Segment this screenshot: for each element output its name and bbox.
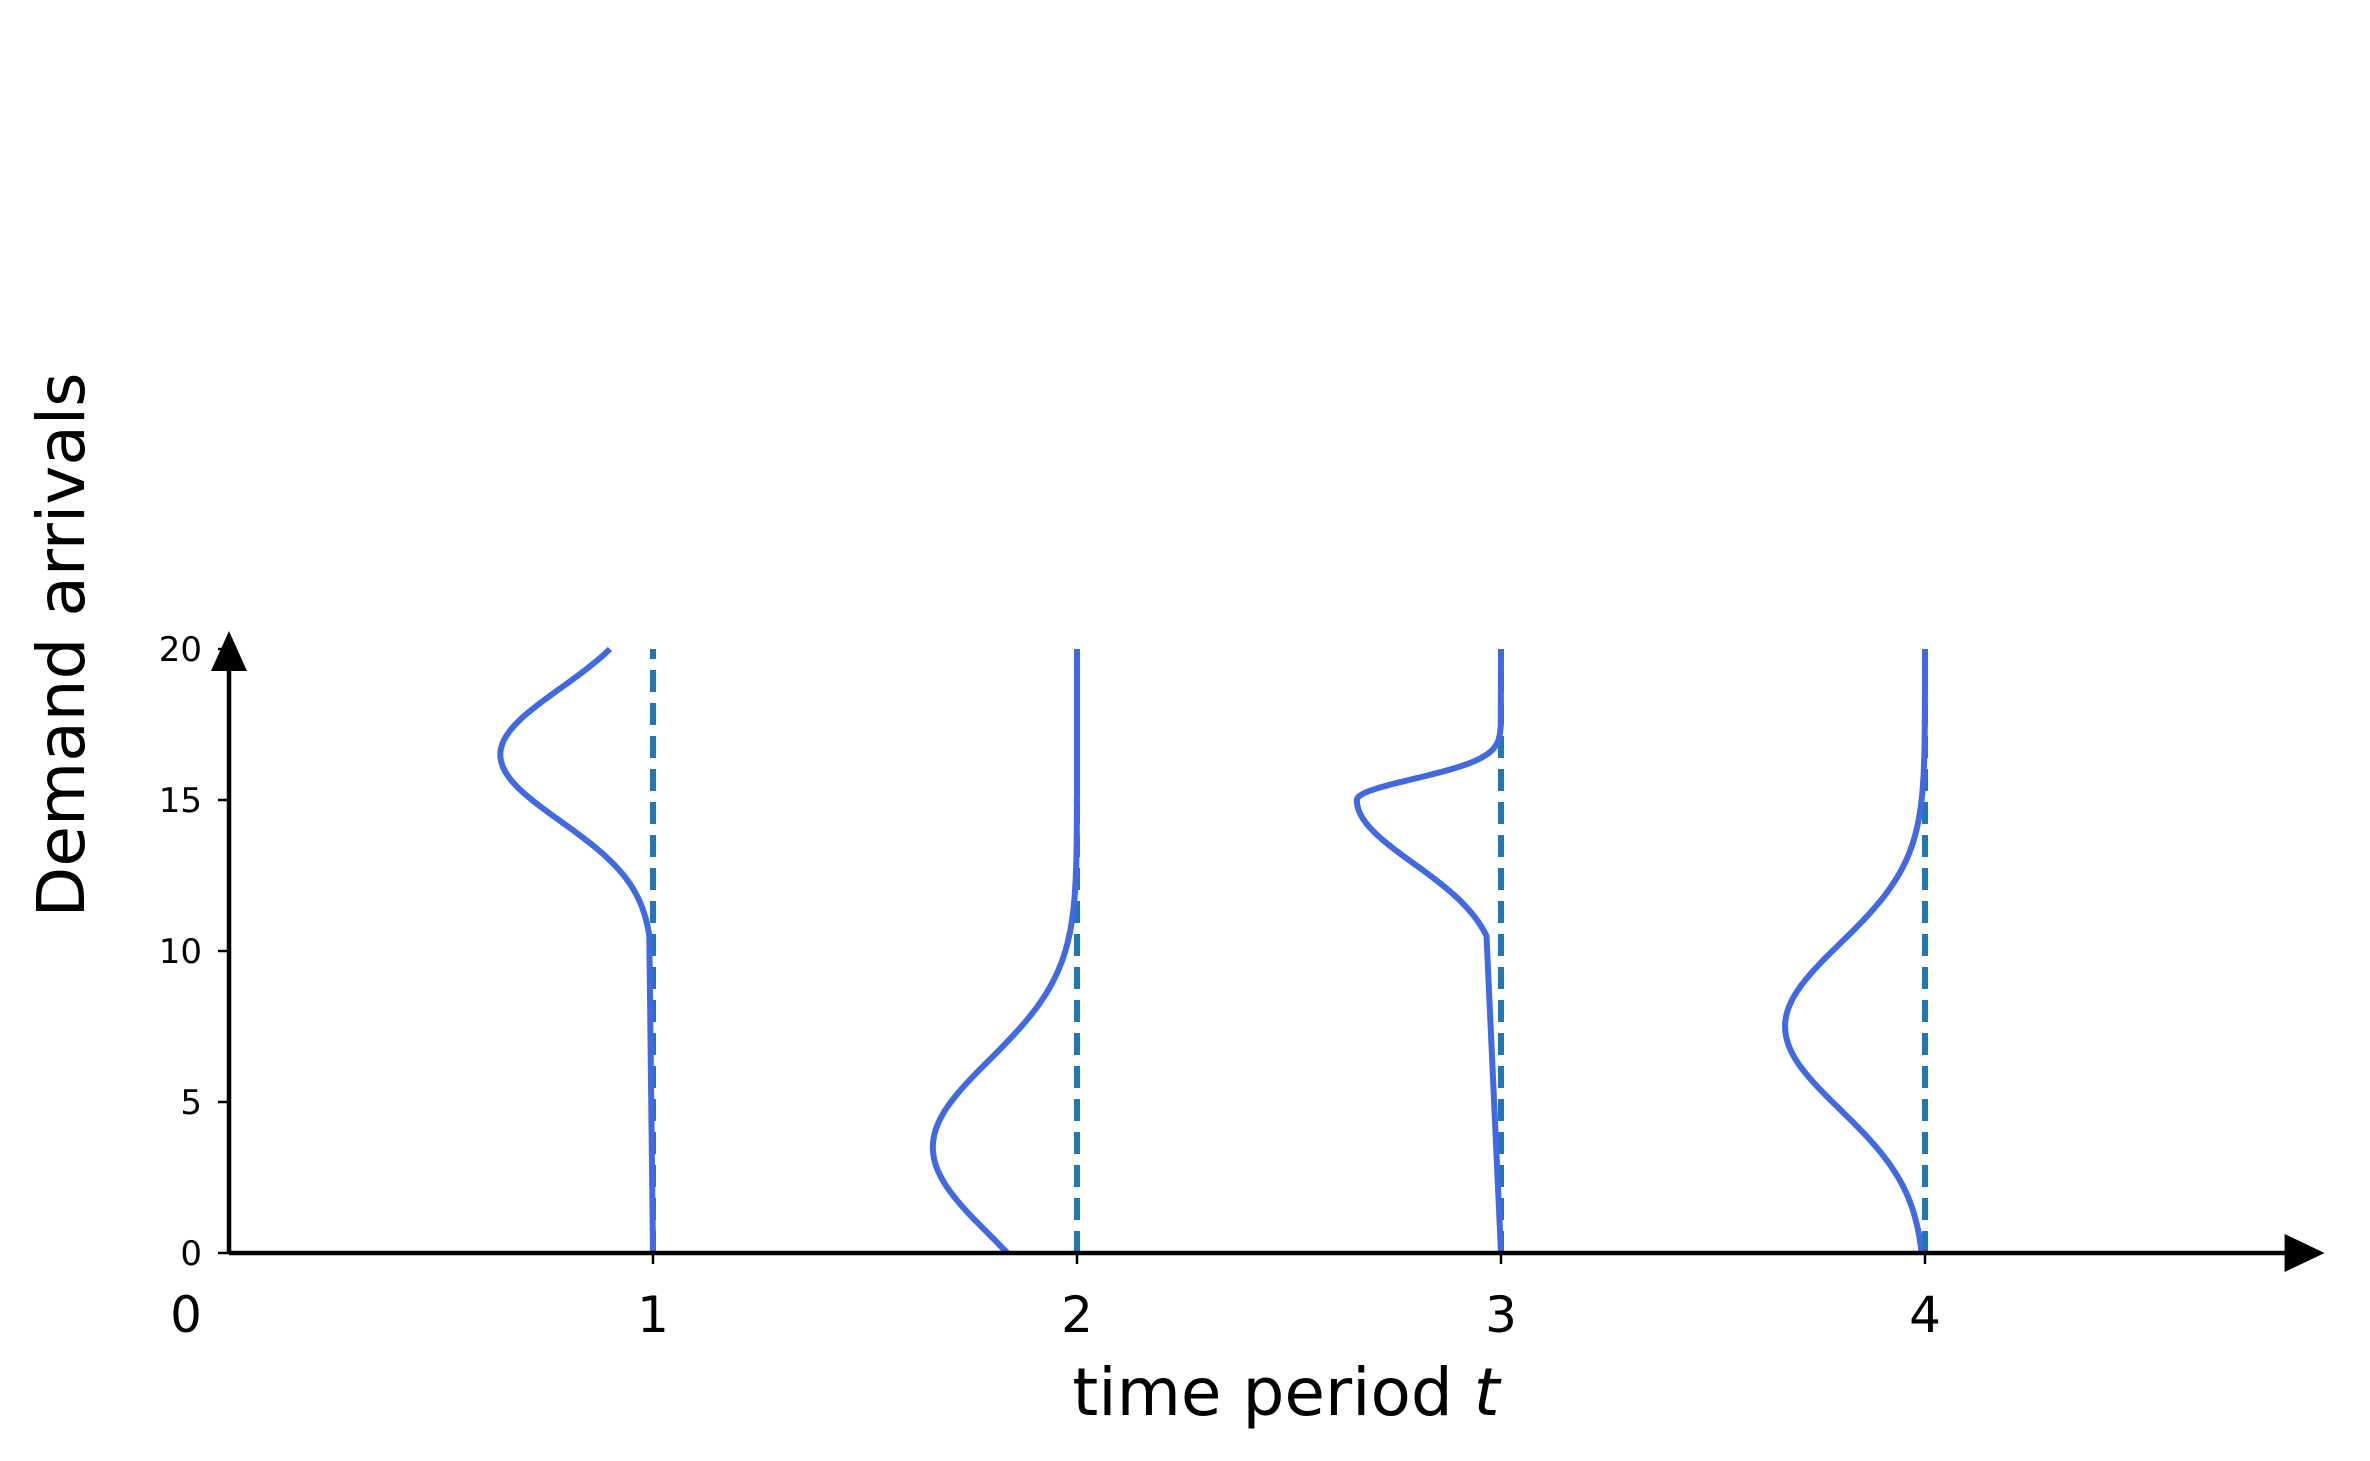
y-tick-label: 10 [159, 932, 202, 972]
period-1-density-curve [497, 646, 656, 1254]
y-tick-label: 20 [159, 630, 202, 670]
y-tick-label: 15 [159, 781, 202, 821]
x-tick-label: 1 [637, 1286, 669, 1344]
x-tick-label: 3 [1485, 1286, 1517, 1344]
period-3-density-curve [1353, 648, 1504, 1254]
x-axis-arrow-icon [2284, 1234, 2325, 1272]
period-2-density-curve [929, 648, 1080, 1256]
axes [211, 631, 2325, 1272]
ticks: 0 5 10 15 20 1 2 3 4 [159, 630, 1941, 1344]
y-axis-arrow-icon [211, 631, 247, 671]
density-curves [497, 646, 1928, 1256]
x-tick-label: 4 [1909, 1286, 1941, 1344]
y-tick-label: 0 [180, 1234, 202, 1274]
x-axis-title-variable: t [1474, 1354, 1502, 1431]
y-axis-title: Demand arrivals [23, 373, 100, 918]
x-tick-label: 2 [1061, 1286, 1093, 1344]
x-axis-title: time period t [1072, 1354, 1501, 1431]
y-tick-label: 5 [180, 1083, 202, 1123]
x-origin-label: 0 [170, 1286, 202, 1344]
period-4-density-curve [1782, 648, 1928, 1254]
x-axis-title-text: time period [1072, 1354, 1452, 1431]
